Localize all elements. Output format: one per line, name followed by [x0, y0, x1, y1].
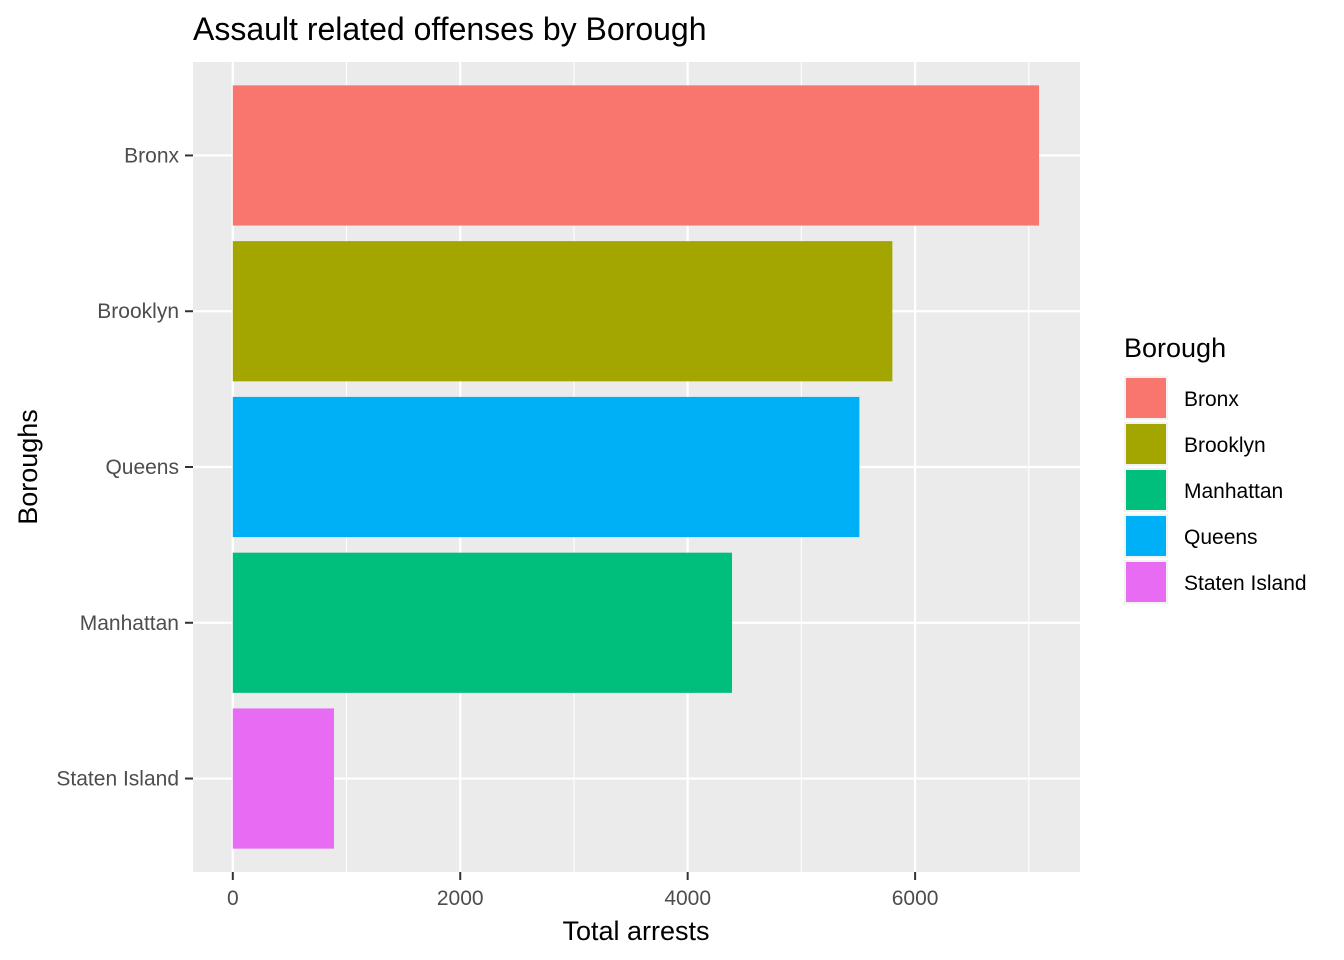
- chart-title: Assault related offenses by Borough: [193, 11, 707, 47]
- x-axis: 0 2000 4000 6000: [227, 872, 939, 910]
- y-tick-label: Bronx: [124, 144, 179, 167]
- x-axis-title: Total arrests: [562, 916, 709, 946]
- x-tick-label: 0: [227, 887, 239, 910]
- bar-staten-island: [232, 708, 335, 849]
- legend-swatch-bronx: [1126, 378, 1166, 418]
- y-tick-label: Brooklyn: [97, 300, 179, 323]
- bar-bronx: [232, 85, 1040, 226]
- bar-manhattan: [232, 552, 733, 693]
- legend-swatch-staten-island: [1126, 562, 1166, 602]
- y-tick-label: Staten Island: [56, 768, 179, 791]
- bar-queens: [232, 396, 860, 538]
- legend-label: Manhattan: [1184, 480, 1283, 503]
- y-axis: Bronx Brooklyn Queens Manhattan Staten Islan…: [56, 144, 193, 791]
- legend: Borough Bronx Brooklyn Manhattan Queens Stat…: [1124, 333, 1307, 604]
- legend-label: Queens: [1184, 526, 1258, 549]
- x-tick-label: 2000: [437, 887, 484, 910]
- bar-brooklyn: [232, 241, 893, 382]
- legend-label: Staten Island: [1184, 572, 1307, 595]
- legend-swatch-manhattan: [1126, 470, 1166, 510]
- y-axis-title: Boroughs: [13, 409, 43, 525]
- legend-label: Bronx: [1184, 388, 1239, 411]
- legend-swatch-queens: [1126, 516, 1166, 556]
- bars: [232, 85, 1040, 849]
- legend-title: Borough: [1124, 333, 1226, 363]
- legend-swatch-brooklyn: [1126, 424, 1166, 464]
- x-tick-label: 6000: [892, 887, 939, 910]
- y-tick-label: Queens: [105, 456, 179, 479]
- legend-label: Brooklyn: [1184, 434, 1266, 457]
- x-tick-label: 4000: [664, 887, 711, 910]
- y-tick-label: Manhattan: [80, 612, 179, 635]
